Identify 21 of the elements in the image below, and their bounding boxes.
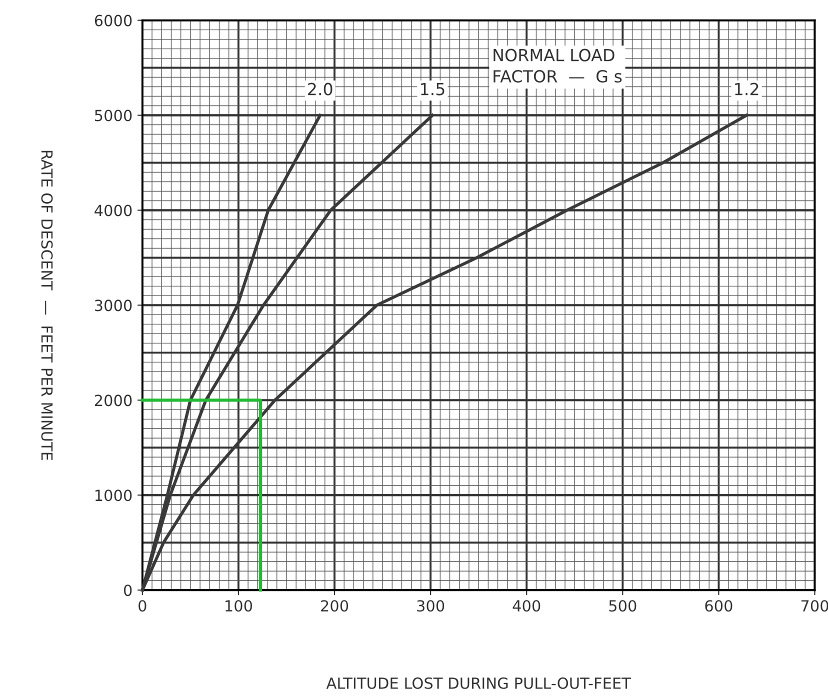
annotation: NORMAL LOAD FACTOR — G s — [494, 48, 622, 83]
y-axis-title: RATE OF DESCENT — FEET PER MINUTE — [41, 150, 53, 460]
x-tick-label: 600 — [705, 600, 732, 612]
x-tick-label: 500 — [609, 600, 636, 612]
y-tick-label: 3000 — [94, 300, 132, 312]
x-tick-label: 0 — [138, 600, 146, 612]
x-tick-label: 700 — [801, 600, 828, 612]
series-label: 2.0 — [308, 82, 332, 96]
y-tick-label: 5000 — [94, 110, 132, 122]
y-tick-label: 6000 — [94, 14, 132, 26]
x-tick-label: 300 — [417, 600, 444, 612]
y-tick-label: 2000 — [94, 394, 132, 406]
series-label: 1.5 — [421, 82, 444, 96]
y-tick-label: 1000 — [95, 490, 132, 502]
series-label: 1.2 — [735, 82, 758, 96]
y-tick-label: 4000 — [94, 204, 132, 216]
y-tick-label: 0 — [124, 584, 132, 596]
x-tick-label: 100 — [226, 600, 252, 612]
x-tick-label: 200 — [321, 600, 348, 612]
x-tick-label: 400 — [512, 600, 540, 612]
x-axis-title: ALTITUDE LOST DURING PULL-OUT-FEET — [326, 677, 631, 689]
